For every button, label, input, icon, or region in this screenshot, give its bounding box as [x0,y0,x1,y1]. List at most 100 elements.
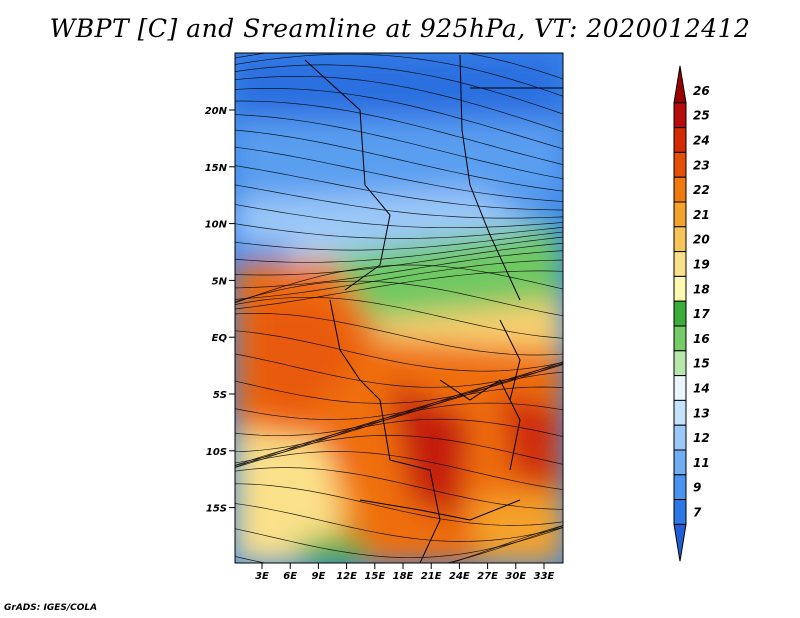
colorbar-segment [673,375,687,401]
colorbar-segment [673,251,687,277]
streamline [235,114,563,180]
streamline [235,236,563,263]
streamline [235,264,563,304]
colorbar-segment [673,449,687,476]
lon-tick-label: 30E [505,571,526,582]
colorbar-label: 16 [693,332,710,346]
map-frame [234,52,564,564]
streamline [235,362,563,404]
colorbar-segment [673,300,687,327]
colorbar-label: 23 [693,158,710,172]
streamline [235,525,563,563]
lat-tick-label: EQ [212,333,228,344]
latitude-axis: 20N 15N 10N 5N EQ 5S 10S 15S [205,106,235,515]
colorbar-label: 19 [693,258,710,272]
longitude-axis: 3E 6E 9E 12E 15E 18E 21E 24E 27E 30E 33E [255,563,555,582]
colorbar-label: 14 [693,382,710,396]
colorbar-label: 22 [693,183,710,197]
colorbar-label: 25 [693,109,710,123]
colorbar-segment [673,399,687,426]
lon-tick-label: 24E [449,571,470,582]
colorbar-segment [673,127,687,153]
streamline [235,242,563,276]
streamline [235,223,563,239]
colorbar-segment [673,424,687,451]
streamline [235,371,563,453]
streamline [235,451,563,490]
colorbar-label: 18 [693,282,710,296]
streamline [450,525,563,563]
streamline [235,231,563,251]
country-borders [304,54,563,563]
lat-tick-label: 20N [205,106,228,117]
lon-tick-label: 18E [393,571,414,582]
colorbar-segment [673,226,687,253]
colorbar-bottom-arrow [673,523,687,562]
streamline [235,503,563,542]
lon-tick-label: 21E [421,571,442,582]
streamline [235,296,563,339]
streamline [235,330,563,372]
lon-tick-label: 9E [312,571,326,582]
streamline [235,363,563,437]
streamline [235,129,563,192]
streamline [235,53,563,80]
colorbar-label: 12 [693,431,710,445]
colorbar-segment [673,474,687,501]
colorbar-segment [673,499,687,525]
lat-tick-label: 15N [205,163,228,174]
streamline [235,100,563,165]
colorbar-segment [673,102,687,129]
streamline [235,204,563,229]
colorbar: 26 25 24 23 22 21 20 19 18 17 16 15 14 13 12 11 9 7 [673,65,710,562]
colorbar-segment [673,151,687,178]
wbpt-field [235,53,563,563]
lon-tick-label: 3E [255,571,269,582]
lat-tick-label: 5N [212,276,228,287]
lat-tick-label: 5S [213,390,227,401]
chart-title: WBPT [C] and Sreamline at 925hPa, VT: 20… [49,14,751,43]
streamline [235,64,563,115]
lat-tick-label: 10S [206,447,227,458]
streamline [235,361,563,420]
colorbar-label: 21 [693,208,710,222]
colorbar-segment [673,176,687,203]
lat-tick-label: 10N [205,220,228,231]
colorbar-label: 24 [693,134,710,148]
streamline [235,165,563,211]
colorbar-label: 13 [693,406,710,420]
colorbar-label: 11 [693,456,710,470]
streamline [235,280,563,317]
streamline [235,483,563,526]
colorbar-label: 15 [693,357,710,371]
streamline [235,75,563,133]
colorbar-label: 7 [693,506,702,520]
streamline [235,53,563,97]
streamlines [235,53,563,563]
grads-credit: GrADS: IGES/COLA [4,603,98,613]
colorbar-label: 9 [693,481,701,495]
streamline [235,467,563,510]
streamline [235,146,563,202]
streamline [235,184,563,219]
colorbar-segment [673,350,687,377]
colorbar-top-arrow [673,65,687,104]
lon-tick-label: 33E [534,571,555,582]
streamline [235,259,563,300]
colorbar-label: 17 [693,307,710,321]
lon-tick-label: 15E [364,571,385,582]
colorbar-segment [673,325,687,352]
colorbar-segment [673,201,687,228]
colorbar-segment [673,275,687,302]
streamline [235,353,563,388]
lon-tick-label: 27E [477,571,498,582]
streamline [235,313,563,356]
lon-tick-label: 12E [336,571,357,582]
colorbar-label: 26 [693,84,710,98]
streamline [235,88,563,150]
colorbar-label: 20 [693,233,710,247]
lon-tick-label: 6E [283,571,297,582]
streamline [235,402,563,468]
lat-tick-label: 15S [206,504,227,515]
